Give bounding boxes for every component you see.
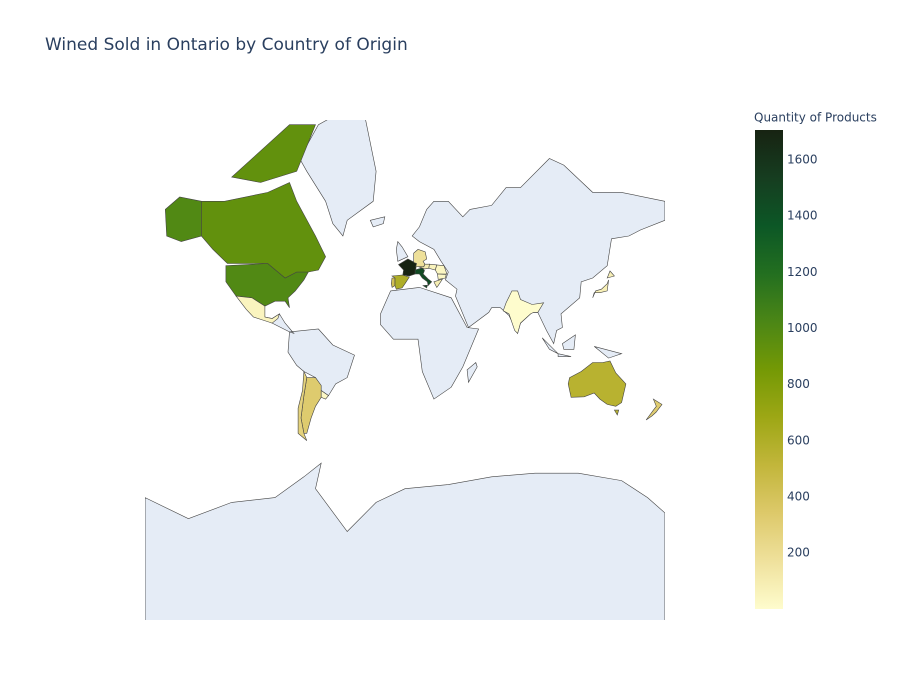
country xyxy=(398,258,417,277)
land xyxy=(145,120,665,620)
country xyxy=(592,270,615,298)
colorbar-tick-label: 200 xyxy=(787,546,810,560)
colorbar-tick-label: 1200 xyxy=(787,265,818,279)
colorbar: 200 400 600 800 1000 1200 1400 1600 xyxy=(755,130,818,609)
country xyxy=(235,295,280,324)
country xyxy=(645,398,663,421)
colorbar-gradient xyxy=(755,130,783,609)
country xyxy=(413,249,428,268)
map xyxy=(145,120,665,620)
colorbar-tick-label: 600 xyxy=(787,433,810,447)
chart-title: Wined Sold in Ontario by Country of Orig… xyxy=(45,35,408,55)
country xyxy=(414,267,433,289)
colorbar-tick-label: 1600 xyxy=(787,153,818,167)
country xyxy=(297,370,308,441)
country xyxy=(320,389,329,400)
country xyxy=(433,278,444,288)
colorbar-tick-label: 1000 xyxy=(787,321,818,335)
country xyxy=(437,273,447,280)
country xyxy=(390,277,396,288)
country xyxy=(201,124,326,279)
colorbar-tick-label: 800 xyxy=(787,377,810,391)
country xyxy=(567,360,627,416)
country xyxy=(502,290,545,334)
colorbar-tick-label: 400 xyxy=(787,489,810,503)
colorbar-title: Quantity of Products xyxy=(754,111,877,125)
colorbar-tick-label: 1400 xyxy=(787,209,818,223)
